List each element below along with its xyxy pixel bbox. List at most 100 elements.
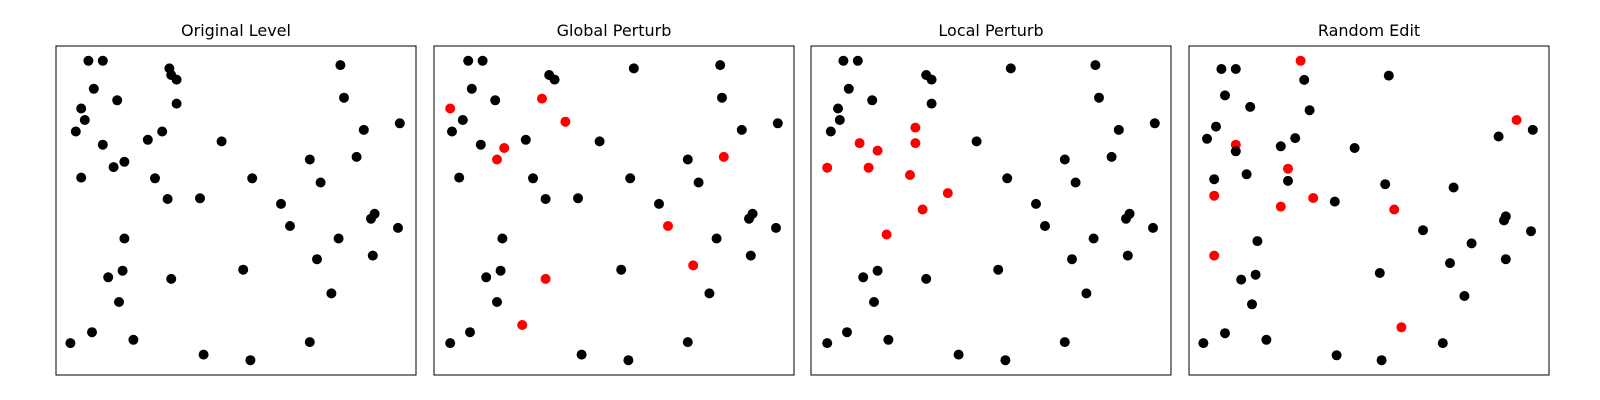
original-point [1437,338,1448,349]
modified-point [492,154,502,165]
original-point [1250,269,1261,280]
original-point [825,126,836,137]
original-point [1459,291,1470,301]
original-point [1005,63,1016,74]
original-point [285,221,295,231]
original-point [528,173,538,184]
original-point [1148,222,1158,233]
original-point [1122,250,1133,261]
original-point [867,95,878,106]
original-point [1220,328,1230,339]
original-point [869,297,879,307]
original-point [315,177,326,188]
original-point [1252,236,1263,247]
modified-point [881,229,892,240]
modified-point [718,151,729,162]
modified-point [1389,204,1400,215]
original-point [1198,338,1209,349]
original-point [1113,124,1124,135]
original-point [367,250,378,261]
original-point [971,136,982,147]
modified-point [910,138,921,149]
original-point [65,338,76,349]
modified-point [499,143,510,153]
original-point [304,337,315,348]
original-point [1220,90,1230,101]
modified-point [560,116,571,127]
original-point [1241,169,1252,180]
original-point [1261,334,1272,345]
original-point [304,154,315,165]
modified-point [1209,250,1220,261]
original-point [117,265,128,276]
original-point [838,55,849,66]
panel-title: Random Edit [1318,21,1420,40]
original-point [366,213,376,224]
original-point [715,60,726,71]
original-point [76,172,87,183]
original-point [1374,268,1385,278]
original-point [858,272,869,283]
original-point [142,134,153,145]
scatter-points [822,55,1160,366]
original-point [744,213,754,224]
plot-frame [1188,45,1550,376]
original-point [198,349,209,360]
original-point [114,297,124,307]
original-point [358,124,369,135]
modified-point [1308,193,1319,203]
original-point [70,126,81,137]
panel-title: Local Perturb [938,21,1043,40]
original-point [1290,133,1301,144]
original-point [83,55,94,66]
original-point [490,95,501,106]
original-point [1245,101,1256,112]
original-point [842,327,852,338]
modified-point [663,221,673,231]
original-point [822,338,833,349]
original-point [150,173,160,184]
original-point [843,83,854,94]
original-point [166,273,177,284]
original-point [926,74,937,85]
original-point [1466,238,1477,249]
original-point [1070,177,1081,188]
original-point [312,254,322,265]
original-point [953,349,964,360]
original-point [1209,174,1220,185]
original-point [926,98,937,109]
original-point [1499,215,1509,226]
original-point [654,198,664,209]
modified-point [1511,115,1522,125]
original-point [1526,226,1536,237]
original-point [573,193,583,204]
original-point [195,193,205,204]
original-point [1230,64,1241,74]
modified-point [1209,190,1220,201]
original-point [447,126,457,137]
original-point [1202,133,1212,144]
original-point [119,233,130,244]
original-point [1211,121,1221,132]
original-point [76,103,87,114]
original-point [693,177,704,188]
modified-point [942,188,953,199]
modified-point [1295,55,1306,66]
original-point [157,126,168,137]
original-point [883,334,894,345]
original-point [1383,70,1394,81]
original-point [497,233,508,244]
original-point [333,233,344,244]
modified-point [822,162,833,173]
modified-point [688,260,699,271]
original-point [1067,254,1077,265]
original-point [162,194,173,204]
original-point [1349,143,1360,153]
original-point [463,55,474,66]
original-point [1527,124,1538,135]
original-point [79,115,90,125]
original-point [993,264,1004,275]
original-point [625,173,636,184]
original-point [540,194,551,204]
